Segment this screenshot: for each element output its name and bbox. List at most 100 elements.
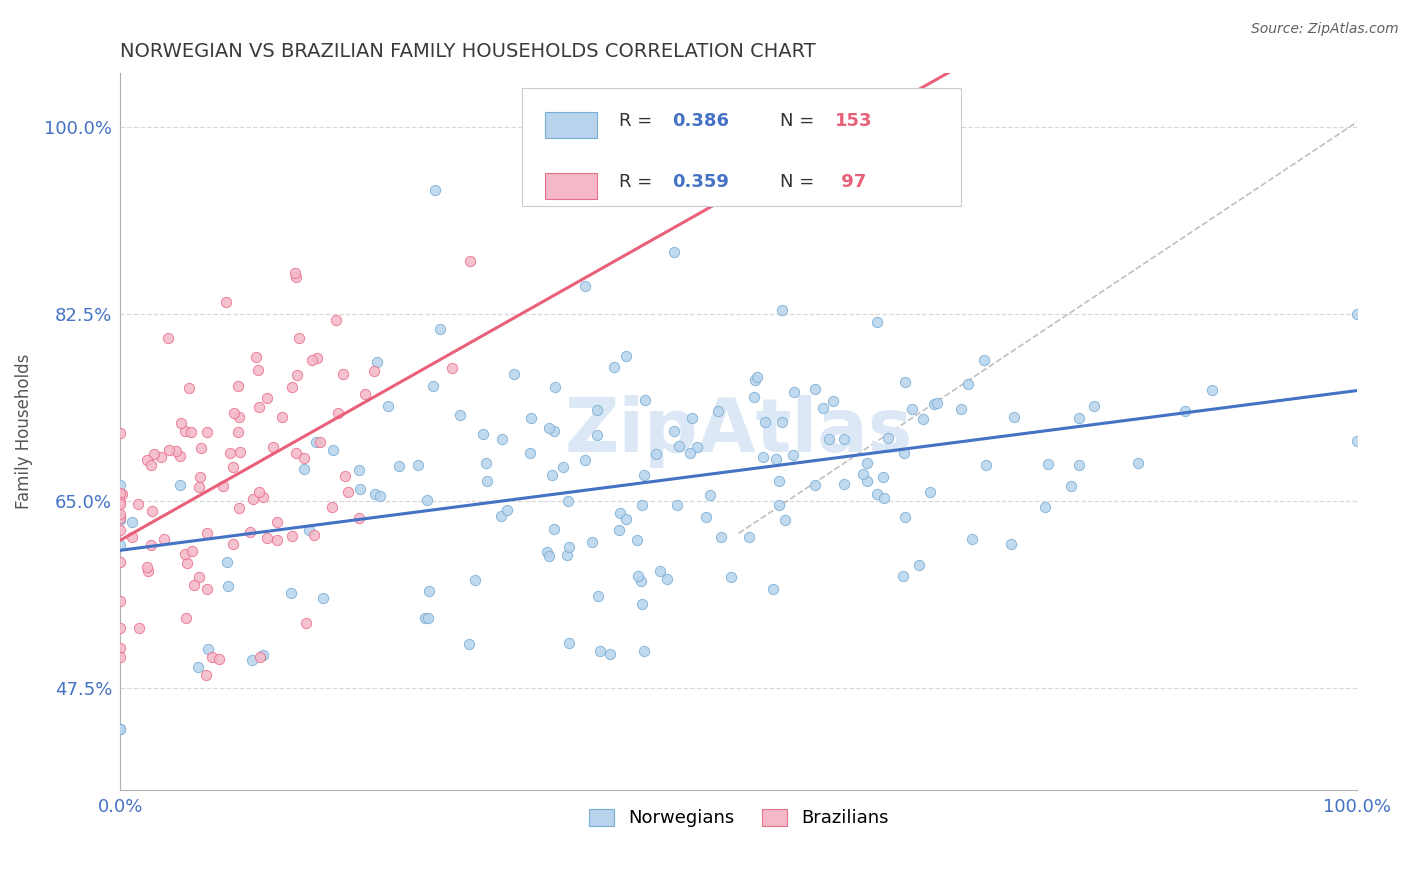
Point — [292, 462, 315, 476]
Point — [543, 523, 565, 537]
Point — [222, 459, 245, 474]
Point — [139, 458, 162, 472]
Point — [832, 432, 855, 446]
Point — [176, 556, 198, 570]
Point — [252, 648, 274, 663]
Point — [256, 531, 278, 545]
Point — [332, 367, 354, 381]
Point — [195, 582, 218, 597]
Point — [110, 511, 132, 525]
Point — [877, 431, 900, 445]
Point — [614, 512, 637, 526]
Point — [679, 446, 702, 460]
Point — [599, 647, 621, 661]
Point — [110, 723, 132, 737]
Point — [894, 509, 917, 524]
Point — [603, 359, 626, 374]
Point — [558, 540, 581, 554]
Point — [856, 474, 879, 488]
Point — [246, 363, 269, 377]
Point — [1002, 409, 1025, 424]
Point — [1059, 478, 1081, 492]
Point — [135, 559, 157, 574]
Point — [180, 425, 202, 440]
Text: NORWEGIAN VS BRAZILIAN FAMILY HOUSEHOLDS CORRELATION CHART: NORWEGIAN VS BRAZILIAN FAMILY HOUSEHOLDS… — [121, 42, 817, 61]
Point — [866, 315, 889, 329]
Point — [110, 640, 132, 655]
Point — [228, 410, 250, 425]
Point — [900, 401, 922, 416]
Point — [458, 637, 481, 651]
Point — [416, 611, 439, 625]
Point — [855, 456, 877, 470]
Point — [614, 349, 637, 363]
Point — [188, 470, 211, 484]
Point — [226, 425, 249, 439]
Point — [228, 444, 250, 458]
Text: 97: 97 — [835, 173, 866, 191]
Text: Source: ZipAtlas.com: Source: ZipAtlas.com — [1251, 22, 1399, 37]
Point — [110, 723, 132, 737]
Point — [312, 591, 335, 606]
Point — [366, 355, 388, 369]
Point — [363, 364, 385, 378]
Point — [157, 443, 180, 458]
Point — [215, 555, 238, 569]
Point — [222, 537, 245, 551]
Point — [627, 569, 650, 583]
Point — [157, 330, 180, 344]
Point — [226, 378, 249, 392]
Point — [1346, 307, 1368, 321]
Point — [174, 424, 197, 438]
Point — [110, 477, 132, 491]
Point — [449, 408, 471, 422]
Point — [308, 434, 330, 449]
Point — [240, 653, 263, 667]
Point — [710, 530, 733, 544]
Point — [284, 270, 307, 285]
Point — [922, 397, 945, 411]
Point — [586, 402, 609, 417]
Point — [633, 467, 655, 482]
Point — [256, 391, 278, 405]
Point — [866, 487, 889, 501]
Point — [645, 447, 668, 461]
Point — [284, 446, 307, 460]
Point — [281, 380, 304, 394]
Point — [292, 450, 315, 465]
Point — [110, 538, 132, 552]
FancyBboxPatch shape — [544, 112, 596, 138]
Text: N =: N = — [779, 112, 820, 129]
Point — [440, 361, 463, 376]
Point — [873, 491, 896, 506]
Point — [429, 322, 451, 336]
Point — [197, 642, 219, 657]
Point — [139, 537, 162, 551]
Point — [422, 379, 444, 393]
Point — [686, 440, 709, 454]
Point — [957, 377, 980, 392]
Point — [136, 564, 159, 578]
Point — [195, 425, 218, 439]
Point — [681, 410, 703, 425]
Text: R =: R = — [619, 173, 658, 191]
Point — [228, 500, 250, 515]
Point — [110, 425, 132, 440]
Point — [326, 406, 349, 420]
Point — [631, 498, 654, 512]
Point — [537, 549, 560, 563]
Point — [406, 458, 429, 472]
Point — [347, 462, 370, 476]
Point — [475, 475, 498, 489]
Point — [707, 403, 730, 417]
Point — [285, 368, 308, 383]
Point — [368, 489, 391, 503]
Point — [803, 382, 825, 396]
Point — [416, 493, 439, 508]
Point — [321, 500, 343, 515]
Point — [1201, 383, 1223, 397]
Point — [247, 484, 270, 499]
Point — [464, 573, 486, 587]
Point — [502, 367, 524, 381]
Point — [215, 294, 238, 309]
